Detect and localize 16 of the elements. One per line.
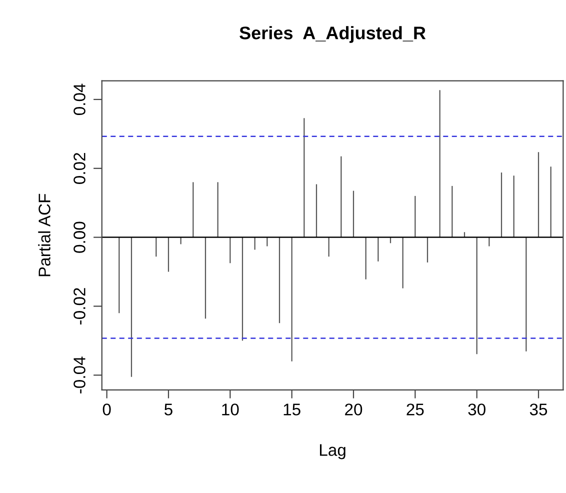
x-tick-label: 30 <box>468 404 486 416</box>
x-axis-title: Lag <box>320 444 346 460</box>
y-tick-label: -0.04 <box>74 356 86 394</box>
y-tick-label: 0.00 <box>74 222 86 253</box>
x-tick-label: 35 <box>530 404 548 416</box>
x-tick-label: 0 <box>102 404 111 416</box>
x-tick-label: 10 <box>222 404 239 416</box>
x-tick-label: 20 <box>345 404 362 416</box>
x-tick-label: 5 <box>164 404 172 416</box>
y-axis-title: Partial ACF <box>38 194 50 276</box>
x-tick-label: 15 <box>284 404 300 416</box>
y-tick-label: -0.02 <box>74 288 86 324</box>
y-tick-label: 0.04 <box>74 84 86 116</box>
y-tick-label: 0.02 <box>74 153 86 184</box>
chart-title: Series A_Adjusted_R <box>240 26 426 43</box>
x-tick-label: 25 <box>406 404 424 416</box>
